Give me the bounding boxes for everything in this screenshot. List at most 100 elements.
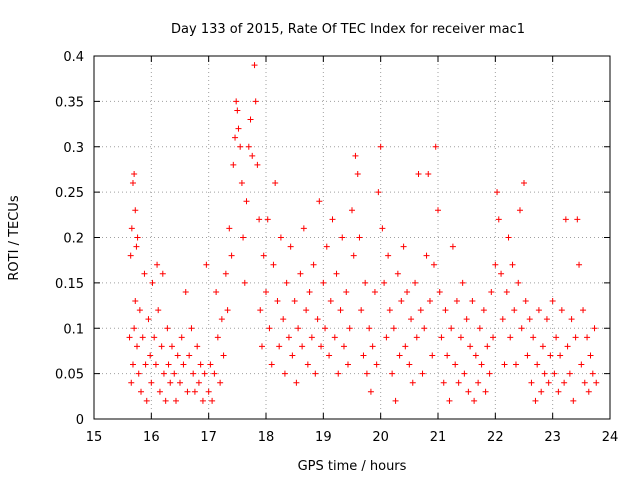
y-tick-label: 0.1 xyxy=(63,322,84,337)
data-point xyxy=(234,107,241,114)
data-point xyxy=(254,161,261,168)
data-point xyxy=(264,216,271,223)
data-point xyxy=(367,388,374,395)
data-point xyxy=(581,379,588,386)
x-tick-label: 21 xyxy=(430,430,447,445)
data-point xyxy=(205,388,212,395)
data-point xyxy=(154,261,161,268)
data-point xyxy=(561,379,568,386)
data-point xyxy=(400,243,407,250)
data-point xyxy=(568,316,575,323)
data-point xyxy=(463,316,470,323)
data-point xyxy=(340,343,347,350)
data-point xyxy=(539,343,546,350)
y-tick-label: 0.2 xyxy=(63,232,84,247)
data-point xyxy=(213,288,220,295)
data-point xyxy=(142,361,149,368)
data-point xyxy=(228,252,235,259)
data-point xyxy=(371,288,378,295)
data-point xyxy=(218,316,225,323)
data-point xyxy=(263,288,269,295)
data-point xyxy=(406,361,413,368)
data-point xyxy=(585,388,592,395)
data-point xyxy=(453,298,460,305)
data-point xyxy=(492,261,499,268)
data-point xyxy=(444,352,451,359)
data-point xyxy=(249,152,256,159)
data-point xyxy=(300,225,307,232)
data-point xyxy=(220,352,227,359)
data-point xyxy=(558,307,565,314)
data-point xyxy=(322,325,329,332)
y-tick-label: 0.05 xyxy=(55,368,84,383)
data-point xyxy=(404,288,411,295)
data-point xyxy=(186,352,193,359)
data-point xyxy=(415,170,422,177)
data-point xyxy=(352,152,359,159)
data-point xyxy=(490,334,497,341)
data-point xyxy=(289,352,296,359)
data-point xyxy=(408,316,415,323)
data-point xyxy=(134,234,141,241)
data-point xyxy=(178,334,185,341)
data-point xyxy=(549,298,556,305)
grid xyxy=(94,56,610,419)
data-point xyxy=(515,279,522,286)
data-point xyxy=(281,370,288,377)
data-point xyxy=(498,270,505,277)
data-point xyxy=(191,388,198,395)
data-point xyxy=(486,370,493,377)
data-point xyxy=(133,243,140,250)
data-point xyxy=(134,343,140,350)
y-tick-label: 0 xyxy=(76,413,84,428)
data-point xyxy=(436,288,443,295)
data-point xyxy=(495,216,502,223)
data-point xyxy=(362,279,369,286)
data-point xyxy=(457,334,464,341)
data-point xyxy=(425,170,432,177)
data-point xyxy=(310,261,317,268)
data-point xyxy=(226,225,233,232)
data-point xyxy=(432,143,439,150)
data-point xyxy=(392,397,399,404)
data-point xyxy=(452,361,459,368)
data-point xyxy=(238,180,245,187)
data-point xyxy=(158,343,165,350)
data-point xyxy=(426,298,433,305)
data-point xyxy=(260,252,267,259)
data-point xyxy=(230,161,237,168)
data-point xyxy=(197,361,204,368)
data-point xyxy=(446,397,453,404)
data-point xyxy=(576,261,583,268)
data-point xyxy=(308,334,315,341)
data-point xyxy=(331,334,338,341)
data-point xyxy=(478,361,485,368)
data-point xyxy=(251,62,258,69)
data-point xyxy=(156,388,163,395)
data-point xyxy=(335,370,342,377)
data-point xyxy=(547,352,554,359)
data-point xyxy=(224,307,231,314)
data-point xyxy=(132,298,139,305)
data-point xyxy=(151,334,158,341)
data-point xyxy=(145,316,152,323)
data-point xyxy=(160,370,167,377)
data-point xyxy=(461,370,468,377)
data-point xyxy=(257,307,264,314)
data-point xyxy=(199,397,206,404)
data-point xyxy=(209,397,216,404)
data-point xyxy=(337,307,344,314)
data-point xyxy=(306,288,313,295)
x-tick-label: 19 xyxy=(315,430,332,445)
data-point xyxy=(343,288,350,295)
data-point xyxy=(482,388,489,395)
data-point xyxy=(171,370,178,377)
data-point xyxy=(385,252,392,259)
data-point xyxy=(243,198,250,205)
data-point xyxy=(180,361,187,368)
x-tick-label: 24 xyxy=(602,430,619,445)
data-point xyxy=(419,370,426,377)
data-point xyxy=(152,361,159,368)
data-point xyxy=(390,325,397,332)
y-tick-label: 0.3 xyxy=(63,141,84,156)
